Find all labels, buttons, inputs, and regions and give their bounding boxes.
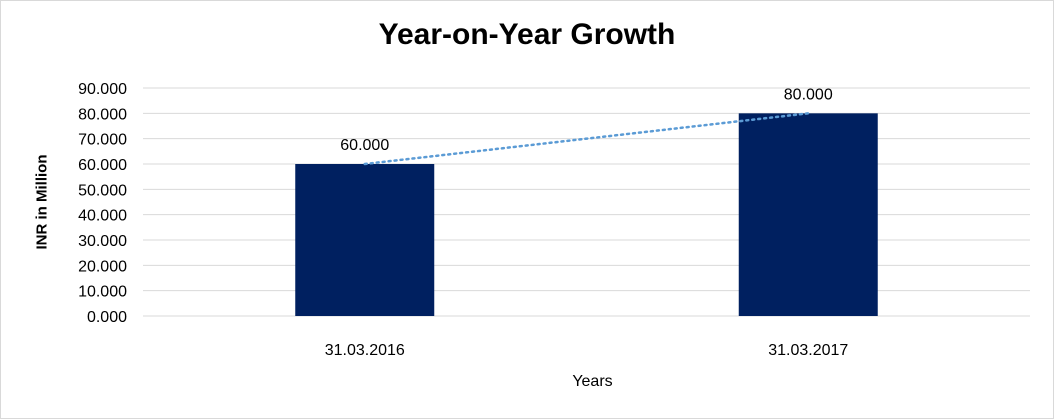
y-tick-label: 70.000 xyxy=(78,132,127,149)
y-tick-label: 60.000 xyxy=(78,157,127,174)
data-labels: 60.000 80.000 xyxy=(340,86,833,154)
y-tick-label: 90.000 xyxy=(78,81,127,98)
y-tick-label: 50.000 xyxy=(78,182,127,199)
y-tick-label: 40.000 xyxy=(78,208,127,225)
x-axis-label: Years xyxy=(572,373,613,390)
y-tick-label: 20.000 xyxy=(78,258,127,275)
trendline-group xyxy=(363,112,810,166)
bars xyxy=(295,113,878,316)
chart-title: Year-on-Year Growth xyxy=(378,18,676,51)
data-label: 80.000 xyxy=(784,86,833,103)
y-tick-label: 10.000 xyxy=(78,284,127,301)
data-label: 60.000 xyxy=(340,137,389,154)
bar xyxy=(295,164,435,316)
trendline xyxy=(363,112,810,166)
bar xyxy=(738,113,878,316)
gridlines xyxy=(143,87,1030,317)
x-tick-labels: 31.03.2016 31.03.2017 xyxy=(325,342,849,359)
y-tick-label: 0.000 xyxy=(87,309,127,326)
y-tick-label: 30.000 xyxy=(78,233,127,250)
x-tick-label: 31.03.2017 xyxy=(768,342,848,359)
y-tick-label: 80.000 xyxy=(78,106,127,123)
y-tick-labels: 0.000 10.000 20.000 30.000 40.000 50.000 60.00… xyxy=(78,81,127,326)
x-tick-label: 31.03.2016 xyxy=(325,342,405,359)
